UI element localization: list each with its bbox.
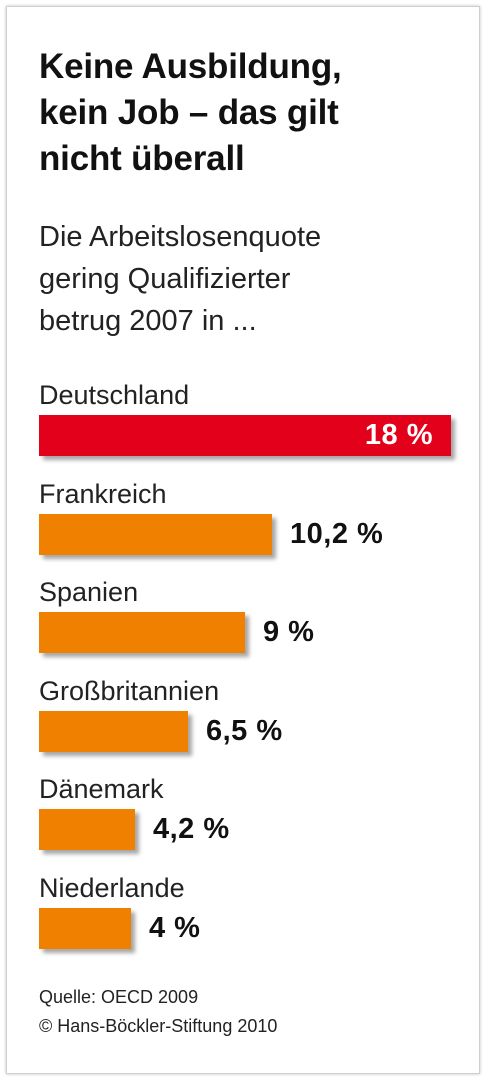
- source-line: Quelle: OECD 2009: [39, 987, 199, 1007]
- category-label: Spanien: [39, 577, 139, 607]
- title-line-2: kein Job – das gilt: [39, 93, 339, 132]
- category-label: Niederlande: [39, 873, 185, 903]
- subtitle-line-1: Die Arbeitslosenquote: [39, 221, 322, 253]
- chart-title: Keine Ausbildung, kein Job – das gilt ni…: [39, 44, 459, 182]
- category-label: Frankreich: [39, 479, 167, 509]
- bar: [39, 612, 245, 653]
- bar: [39, 415, 451, 456]
- category-label: Dänemark: [39, 774, 164, 804]
- value-label: 6,5 %: [206, 715, 283, 747]
- bar: [39, 514, 272, 555]
- category-label: Deutschland: [39, 380, 190, 410]
- subtitle-line-2: gering Qualifizierter: [39, 263, 291, 295]
- chart-subtitle: Die Arbeitslosenquote gering Qualifizier…: [39, 216, 459, 342]
- value-label: 4 %: [149, 912, 201, 944]
- title-line-3: nicht überall: [39, 139, 245, 178]
- value-label: 9 %: [263, 616, 315, 648]
- title-line-1: Keine Ausbildung,: [39, 47, 342, 86]
- value-label: 18 %: [364, 419, 433, 451]
- bar: [39, 711, 188, 752]
- category-label: Großbritannien: [39, 676, 220, 706]
- bar: [39, 908, 131, 949]
- value-label: 4,2 %: [153, 813, 230, 845]
- subtitle-line-3: betrug 2007 in ...: [39, 305, 257, 337]
- copyright-line: © Hans-Böckler-Stiftung 2010: [39, 1016, 278, 1036]
- value-label: 10,2 %: [290, 518, 384, 550]
- bar: [39, 809, 135, 850]
